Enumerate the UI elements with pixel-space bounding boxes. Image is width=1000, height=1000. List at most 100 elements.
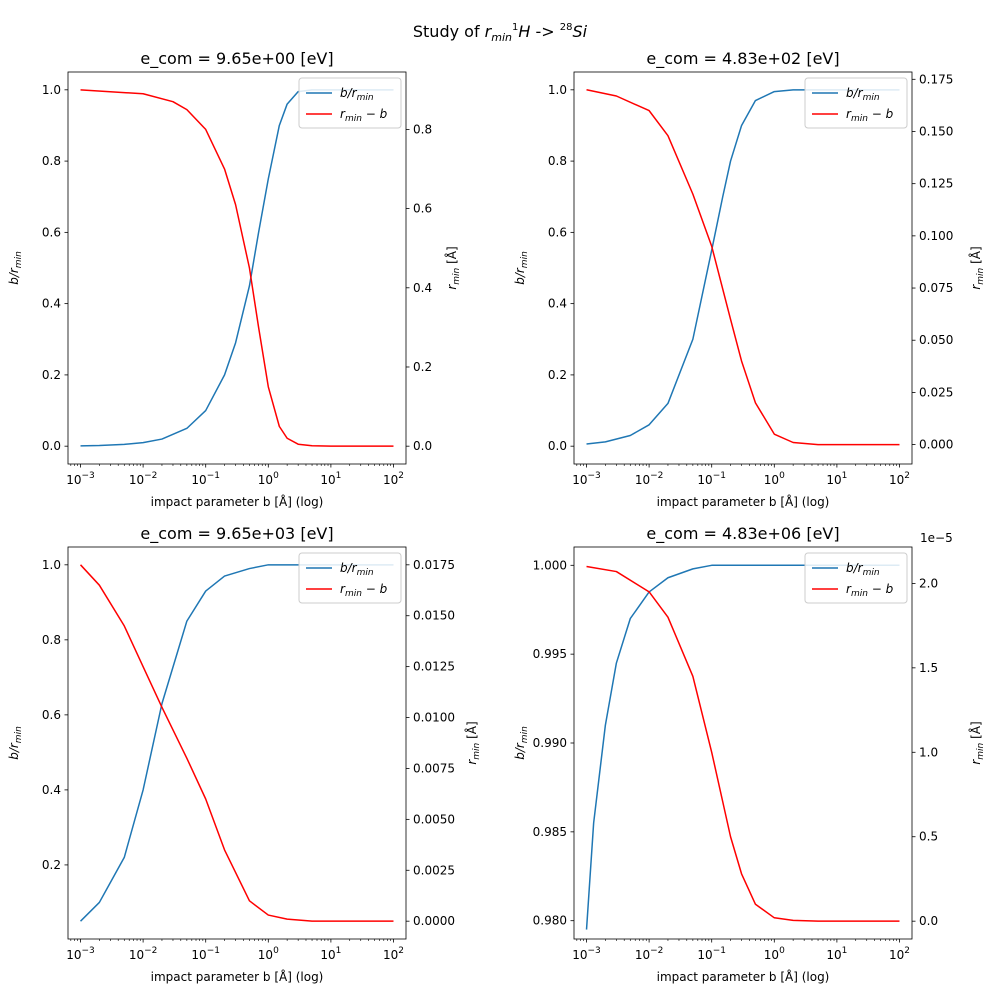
- left-tick-label: 0.4: [548, 297, 567, 311]
- x-axis-label: impact parameter b [Å] (log): [151, 969, 324, 984]
- right-tick-label: 0.6: [413, 202, 432, 216]
- x-tick-label: 102: [383, 946, 404, 962]
- right-tick-label: 0.0000: [413, 914, 455, 928]
- subplot-1: e_com = 9.65e+00 [eV] 10−3 10−2 10−1 100 101 1…: [7, 49, 462, 509]
- x-tick-label: 10−3: [66, 471, 95, 487]
- x-tick-label: 100: [258, 471, 279, 487]
- right-tick-label: 0.0050: [413, 812, 455, 826]
- subplot-title: e_com = 9.65e+03 [eV]: [140, 524, 333, 544]
- subplot-2: e_com = 4.83e+02 [eV] 10−3 10−2 10−1 100 101 1…: [513, 49, 986, 509]
- right-tick-label: 0.050: [919, 333, 953, 347]
- legend-box: [804, 77, 908, 129]
- series-line-red: [586, 565, 900, 922]
- right-tick-label: 0.150: [919, 124, 953, 138]
- left-tick-label: 0.8: [42, 154, 61, 168]
- x-tick-label: 10−3: [572, 946, 601, 962]
- axes-frame: [573, 546, 913, 940]
- left-tick-label: 0.2: [42, 368, 61, 382]
- right-tick-label: 0.125: [919, 177, 953, 191]
- left-tick-label: 0.985: [533, 825, 567, 839]
- left-tick-label: 0.4: [42, 297, 61, 311]
- x-tick-label: 10−1: [191, 946, 220, 962]
- series-line-blue: [80, 89, 394, 447]
- x-tick-label: 10−3: [66, 946, 95, 962]
- x-tick-label: 102: [889, 471, 910, 487]
- x-tick-label: 102: [383, 471, 404, 487]
- right-tick-label: 0.5: [919, 830, 938, 844]
- right-axis-offset-label: 1e−5: [920, 531, 953, 545]
- x-axis-label: impact parameter b [Å] (log): [657, 969, 830, 984]
- x-tick-label: 10−3: [572, 471, 601, 487]
- series-line-red: [79, 564, 394, 922]
- right-axis-label: rmin [Å]: [464, 721, 482, 764]
- left-tick-label: 1.0: [42, 558, 61, 572]
- left-tick-label: 1.0: [42, 83, 61, 97]
- legend-entry-b-over-rmin: b/rmin: [340, 561, 374, 578]
- right-tick-label: 0.4: [413, 281, 432, 295]
- figure-suptitle: Study of rmin1H -> 28Si: [413, 22, 588, 44]
- left-tick-label: 0.2: [548, 368, 567, 382]
- x-tick-label: 101: [826, 946, 847, 962]
- x-tick-label: 10−2: [129, 471, 158, 487]
- left-tick-label: 0.0: [548, 439, 567, 453]
- x-tick-label: 101: [320, 946, 341, 962]
- x-tick-label: 101: [826, 471, 847, 487]
- left-axis-label: b/rmin: [513, 726, 530, 760]
- right-tick-label: 2.0: [919, 576, 938, 590]
- x-tick-label: 10−1: [697, 946, 726, 962]
- subplot-title: e_com = 4.83e+02 [eV]: [646, 49, 839, 69]
- series-line-red: [586, 89, 900, 446]
- axes-frame: [67, 71, 407, 465]
- legend-entry-rmin-minus-b: rmin − b: [846, 582, 894, 599]
- right-tick-label: 0.2: [413, 360, 432, 374]
- series-line-red: [80, 89, 394, 447]
- left-tick-label: 0.6: [42, 708, 61, 722]
- right-tick-label: 1.5: [919, 661, 938, 675]
- left-tick-label: 0.0: [42, 439, 61, 453]
- x-tick-label: 10−1: [191, 471, 220, 487]
- left-tick-label: 1.000: [533, 558, 567, 572]
- left-tick-label: 0.990: [533, 736, 567, 750]
- left-axis-label: b/rmin: [513, 251, 530, 285]
- left-tick-label: 0.980: [533, 914, 567, 928]
- x-axis-label: impact parameter b [Å] (log): [151, 494, 324, 509]
- x-axis-label: impact parameter b [Å] (log): [657, 494, 830, 509]
- x-tick-label: 100: [764, 471, 785, 487]
- x-tick-label: 101: [320, 471, 341, 487]
- right-tick-label: 0.000: [919, 438, 953, 452]
- right-tick-label: 0.0: [919, 914, 938, 928]
- series-line-blue: [586, 89, 900, 445]
- right-tick-label: 0.100: [919, 229, 953, 243]
- legend-box: [804, 552, 908, 604]
- x-tick-label: 102: [889, 946, 910, 962]
- subplot-3: e_com = 9.65e+03 [eV] 10−3 10−2 10−1 100 101 1…: [7, 524, 482, 984]
- x-tick-label: 10−2: [635, 946, 664, 962]
- right-tick-label: 0.0175: [413, 558, 455, 572]
- x-tick-label: 10−2: [635, 471, 664, 487]
- left-axis-label: b/rmin: [7, 726, 24, 760]
- left-axis-label: b/rmin: [7, 251, 24, 285]
- right-axis-label: rmin [Å]: [444, 246, 462, 289]
- right-tick-label: 0.075: [919, 281, 953, 295]
- right-tick-label: 0.0100: [413, 711, 455, 725]
- legend-entry-b-over-rmin: b/rmin: [340, 86, 374, 103]
- legend-entry-b-over-rmin: b/rmin: [846, 561, 880, 578]
- left-tick-label: 0.6: [42, 225, 61, 239]
- legend: b/rmin rmin − b: [804, 77, 908, 129]
- legend: b/rmin rmin − b: [804, 552, 908, 604]
- right-tick-label: 0.0125: [413, 660, 455, 674]
- axes-frame: [573, 71, 913, 465]
- x-tick-label: 100: [764, 946, 785, 962]
- subplot-title: e_com = 9.65e+00 [eV]: [140, 49, 333, 69]
- right-tick-label: 0.0025: [413, 863, 455, 877]
- legend-entry-b-over-rmin: b/rmin: [846, 86, 880, 103]
- series-line-blue: [585, 564, 900, 930]
- legend-box: [298, 552, 402, 604]
- legend-entry-rmin-minus-b: rmin − b: [340, 582, 388, 599]
- x-tick-label: 10−1: [697, 471, 726, 487]
- left-tick-label: 0.4: [42, 783, 61, 797]
- left-tick-label: 1.0: [548, 83, 567, 97]
- left-tick-label: 0.8: [548, 154, 567, 168]
- right-tick-label: 1.0: [919, 745, 938, 759]
- legend: b/rmin rmin − b: [298, 77, 402, 129]
